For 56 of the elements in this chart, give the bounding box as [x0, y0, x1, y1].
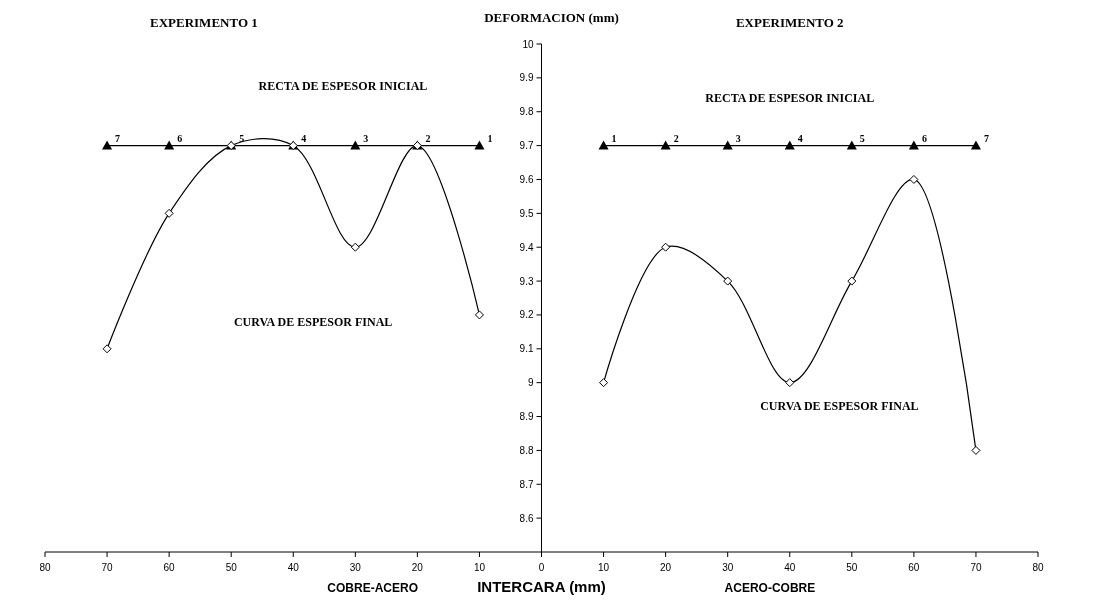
annotation: 7 [115, 132, 121, 144]
x-tick-label: 40 [784, 562, 796, 573]
y-tick-label: 9.6 [519, 173, 534, 185]
x-tick-label: 80 [39, 562, 51, 573]
x-tick-label: 30 [349, 562, 362, 573]
y-tick-label: 10 [522, 38, 534, 50]
y-tick-label: 9.9 [519, 72, 534, 84]
x-tick-label: 20 [411, 562, 424, 573]
y-tick-label: 9.3 [519, 275, 534, 287]
annotation: 5 [859, 132, 865, 144]
x-axis-title: INTERCARA (mm) [477, 578, 606, 595]
x-tick-label: 50 [846, 562, 858, 573]
x-tick-label: 80 [1032, 562, 1044, 573]
annotation: 1 [487, 132, 493, 144]
annotation: 2 [425, 132, 431, 144]
annotation: 7 [983, 132, 989, 144]
y-tick-label: 9.8 [519, 106, 534, 118]
x-tick-label: 20 [660, 562, 672, 573]
x-tick-label: 10 [598, 562, 610, 573]
text: EXPERIMENTO 2 [735, 15, 844, 30]
y-tick-label: 9.2 [519, 309, 534, 321]
annotation: 4 [797, 132, 803, 144]
annotation: 6 [177, 132, 183, 144]
annotation: CURVA DE ESPESOR FINAL [233, 315, 393, 329]
annotation: 4 [301, 132, 307, 144]
x-tick-label: 60 [163, 562, 176, 573]
x-tick-label: 10 [473, 562, 486, 573]
y-tick-label: 9.5 [519, 207, 534, 219]
x-tick-label: 0 [538, 562, 545, 573]
annotation: RECTA DE ESPESOR INICIAL [258, 79, 428, 93]
x-tick-label: 30 [722, 562, 734, 573]
y-tick-label: 8.7 [519, 478, 534, 490]
y-tick-label: 9.7 [519, 140, 534, 152]
y-tick-label: 8.8 [519, 444, 534, 456]
x-tick-label: 60 [908, 562, 920, 573]
annotation: CURVA DE ESPESOR FINAL [760, 399, 919, 413]
y-tick-label: 8.9 [519, 411, 534, 423]
y-tick-label: 9.4 [519, 241, 534, 253]
y-tick-label: 9.1 [519, 343, 534, 355]
annotation: RECTA DE ESPESOR INICIAL [705, 91, 875, 105]
text: COBRE-ACERO [327, 581, 419, 595]
y-axis-title: DEFORMACION (mm) [484, 10, 619, 25]
y-tick-label: 9 [527, 377, 534, 389]
x-tick-label: 70 [101, 562, 114, 573]
text: EXPERIMENTO 1 [150, 15, 258, 30]
x-tick-label: 50 [225, 562, 238, 573]
y-tick-label: 8.6 [519, 512, 534, 524]
annotation: 3 [363, 132, 369, 144]
x-tick-label: 70 [970, 562, 982, 573]
annotation: 2 [673, 132, 679, 144]
annotation: 3 [735, 132, 741, 144]
text: ACERO-COBRE [724, 581, 816, 595]
annotation: 5 [239, 132, 245, 144]
annotation: 6 [921, 132, 927, 144]
x-tick-label: 40 [287, 562, 300, 573]
annotation: 1 [611, 132, 617, 144]
